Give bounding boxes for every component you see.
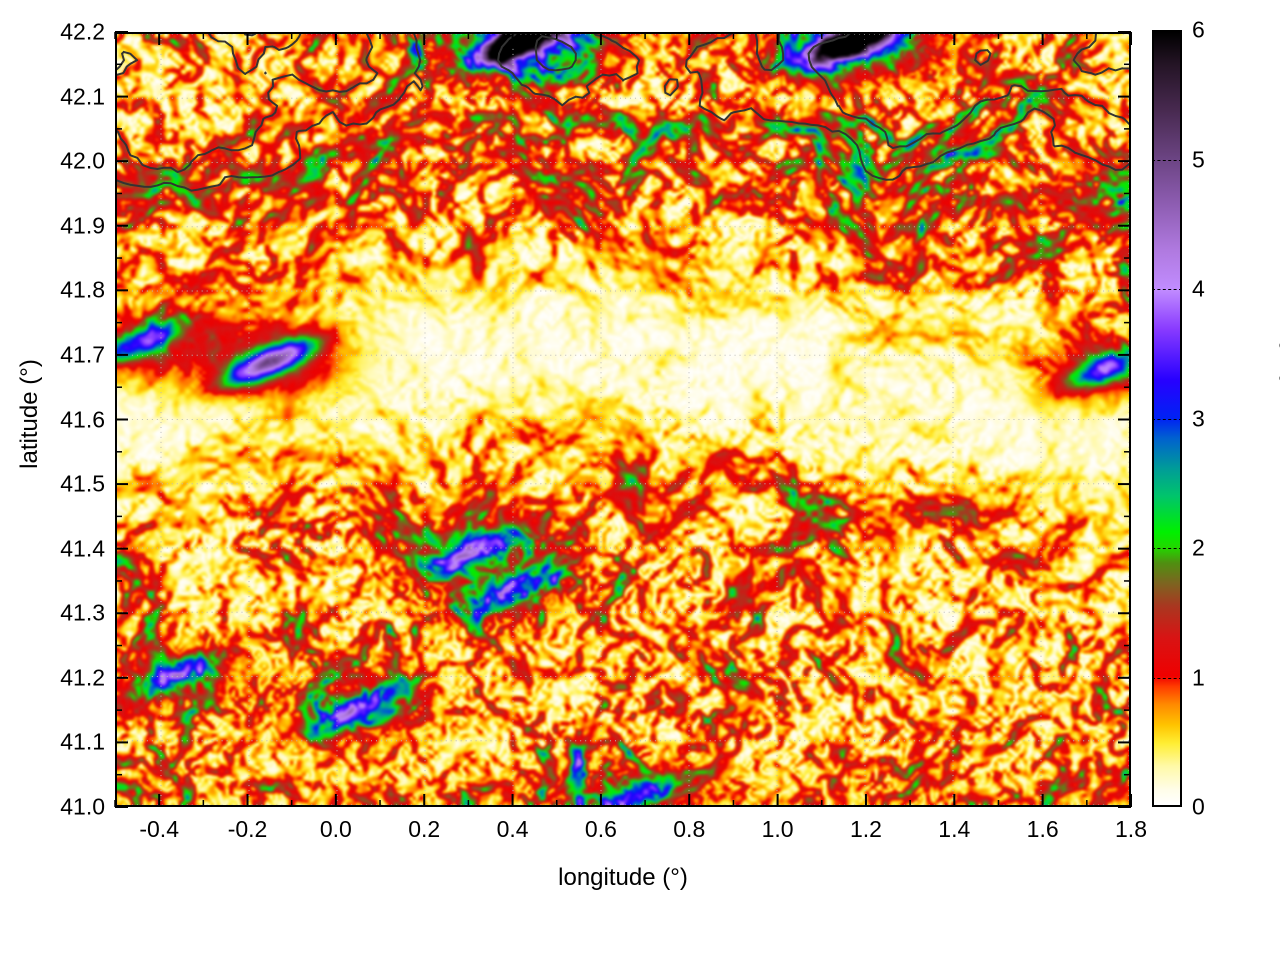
- x-axis-tick-labels: -0.4 -0.2 0.0 0.2 0.4 0.6 0.8 1.0 1.2 1.4 1.6 1.8: [0, 818, 1280, 848]
- y-tick-label: 42.0: [60, 147, 105, 174]
- y-tick-label: 41.4: [60, 535, 105, 562]
- y-tick-label: 41.1: [60, 728, 105, 755]
- colorbar-tick: [1152, 548, 1182, 549]
- colorbar-tick-label: 0: [1192, 793, 1205, 820]
- x-tick-label: -0.4: [139, 816, 179, 842]
- colorbar-tick: [1152, 418, 1182, 420]
- x-tick-label: 0.8: [673, 816, 706, 842]
- y-tick-label: 41.8: [60, 276, 105, 303]
- y-axis-title: latitude (°): [16, 359, 43, 469]
- colorbar: [1152, 30, 1182, 807]
- y-tick-label: 42.1: [60, 83, 105, 110]
- colorbar-ticks: [1152, 30, 1182, 807]
- x-tick-label: 1.2: [849, 816, 882, 842]
- x-tick-label: 0.0: [319, 816, 352, 842]
- colorbar-tick-label: 5: [1192, 146, 1205, 172]
- y-tick-label: 41.6: [60, 406, 105, 432]
- colorbar-tick-label: 6: [1192, 16, 1205, 43]
- map-plot-area: [115, 32, 1131, 807]
- colorbar-tick: [1152, 677, 1182, 679]
- colorbar-tick: [1152, 289, 1182, 290]
- colorbar-tick-label: 3: [1192, 405, 1205, 431]
- y-tick-label: 41.0: [60, 793, 105, 820]
- x-tick-label: 0.4: [496, 816, 529, 842]
- x-axis-title: longitude (°): [558, 864, 688, 891]
- x-tick-label: 0.2: [408, 816, 441, 842]
- y-axis-tick-labels: 41.0 41.1 41.2 41.3 41.4 41.5 41.6 41.7 41.8 41.9…: [0, 0, 105, 960]
- colorbar-tick: [1152, 159, 1182, 161]
- x-tick-label: 1.6: [1026, 816, 1059, 842]
- x-tick-label: 1.4: [938, 816, 971, 842]
- y-tick-label: 41.3: [60, 599, 105, 626]
- tke-heatmap-field: [117, 34, 1129, 805]
- y-tick-label: 41.2: [60, 664, 105, 691]
- y-tick-label: 41.5: [60, 470, 105, 497]
- x-tick-label: 1.8: [1115, 816, 1147, 842]
- colorbar-tick-label: 2: [1192, 534, 1205, 561]
- y-tick-label: 41.7: [60, 341, 105, 368]
- x-tick-label: -0.2: [227, 816, 268, 842]
- y-tick-label: 42.2: [60, 18, 105, 45]
- x-tick-label: 1.0: [761, 816, 794, 842]
- colorbar-tick-label: 4: [1192, 275, 1205, 302]
- colorbar-tick-label: 1: [1192, 664, 1205, 690]
- x-tick-label: 0.6: [584, 816, 617, 842]
- y-tick-label: 41.9: [60, 212, 105, 239]
